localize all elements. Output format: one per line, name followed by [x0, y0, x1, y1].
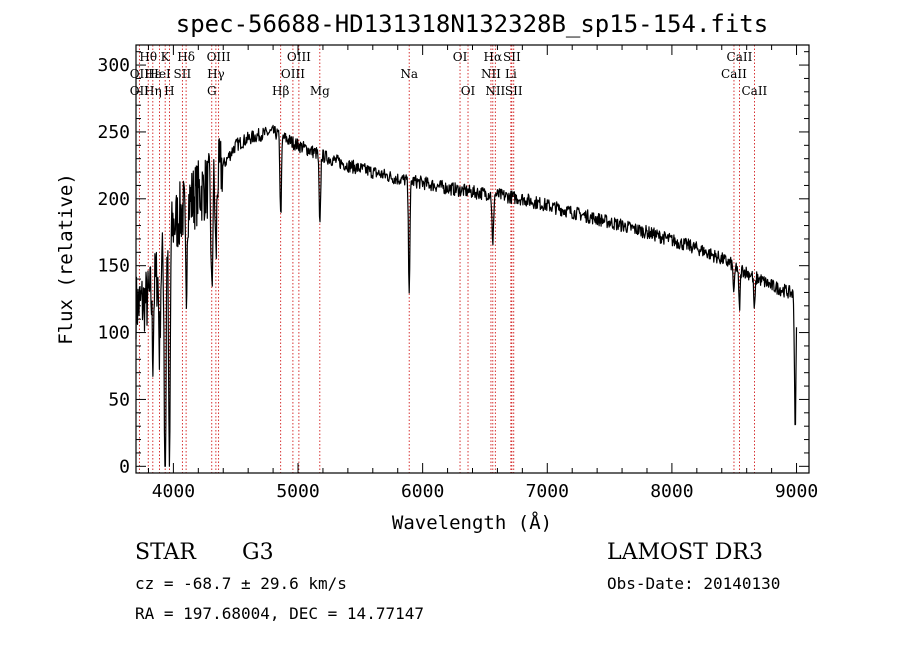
x-axis-label: Wavelength (Å): [392, 511, 552, 534]
line-label-0-1: OII: [130, 84, 150, 98]
line-label-26-0: CaII: [741, 84, 767, 98]
line-label-6-0: SII: [174, 67, 192, 81]
y-tick-label-6: 300: [97, 55, 130, 76]
line-label-18-0: NII: [481, 67, 501, 81]
object-class: STAR: [135, 540, 197, 565]
spectrum-line: [135, 124, 798, 467]
line-label-15-0: Na: [400, 67, 418, 81]
line-label-19-0: Hα: [484, 50, 503, 64]
line-label-13-0: OIII: [287, 50, 311, 64]
y-tick-label-2: 100: [97, 323, 130, 344]
y-tick-label-0: 0: [119, 456, 130, 477]
x-tick-label-0: 4000: [152, 481, 195, 502]
line-label-12-0: OIII: [281, 67, 305, 81]
axis-ticks: [136, 45, 809, 473]
line-label-0-0: OII: [130, 67, 150, 81]
x-tick-label-5: 9000: [775, 481, 818, 502]
line-label-2-1: Hη: [144, 84, 162, 98]
y-tick-label-1: 50: [108, 389, 130, 410]
sky-coordinates: RA = 197.68004, DEC = 14.77147: [135, 604, 424, 623]
y-tick-label-3: 150: [97, 256, 130, 277]
x-tick-label-4: 8000: [650, 481, 693, 502]
x-tick-label-2: 6000: [401, 481, 444, 502]
x-tick-labels: 4000 5000 6000 7000 8000 9000: [152, 481, 819, 502]
line-label-4-0: K: [161, 50, 171, 64]
redshift-velocity: cz = -68.7 ± 29.6 km/s: [135, 574, 347, 593]
line-label-9-0: Hγ: [207, 67, 225, 81]
line-label-21-0: Li: [505, 67, 517, 81]
x-tick-label-1: 5000: [276, 481, 319, 502]
y-tick-labels: 0 50 100 150 200 250 300: [97, 55, 130, 477]
line-label-20-0: NII: [485, 84, 505, 98]
line-label-14-0: Mg: [310, 84, 330, 98]
y-axis-label: Flux (relative): [55, 173, 77, 345]
line-label-5-0: H: [164, 84, 174, 98]
line-label-8-0: G: [207, 84, 217, 98]
line-label-2-0: Hε: [144, 67, 161, 81]
observation-date: Obs-Date: 20140130: [607, 574, 780, 593]
line-label-10-0: OIII: [207, 50, 231, 64]
spectral-line-markers: [138, 45, 755, 473]
y-tick-label-5: 250: [97, 122, 130, 143]
survey-name: LAMOST DR3: [607, 540, 763, 565]
plot-frame: [135, 44, 810, 474]
line-label-16-0: OI: [453, 50, 468, 64]
line-label-25-0: CaII: [727, 50, 753, 64]
spectral-line-labels: OIIOIIHθHεHηHeIKHSIIHδGHγOIIIHβOIIIOIIIM…: [130, 50, 768, 98]
line-label-17-0: OI: [461, 84, 476, 98]
line-label-24-0: CaII: [721, 67, 747, 81]
x-tick-label-3: 7000: [526, 481, 569, 502]
line-label-22-0: SII: [503, 50, 521, 64]
line-label-3-0: HeI: [148, 67, 171, 81]
chart-title: spec-56688-HD131318N132328B_sp15-154.fit…: [176, 10, 768, 38]
y-tick-label-4: 200: [97, 189, 130, 210]
line-label-7-0: Hδ: [177, 50, 195, 64]
line-label-1-0: Hθ: [139, 50, 157, 64]
line-label-11-0: Hβ: [272, 84, 289, 98]
line-label-23-0: SII: [505, 84, 523, 98]
object-subclass: G3: [242, 540, 274, 565]
